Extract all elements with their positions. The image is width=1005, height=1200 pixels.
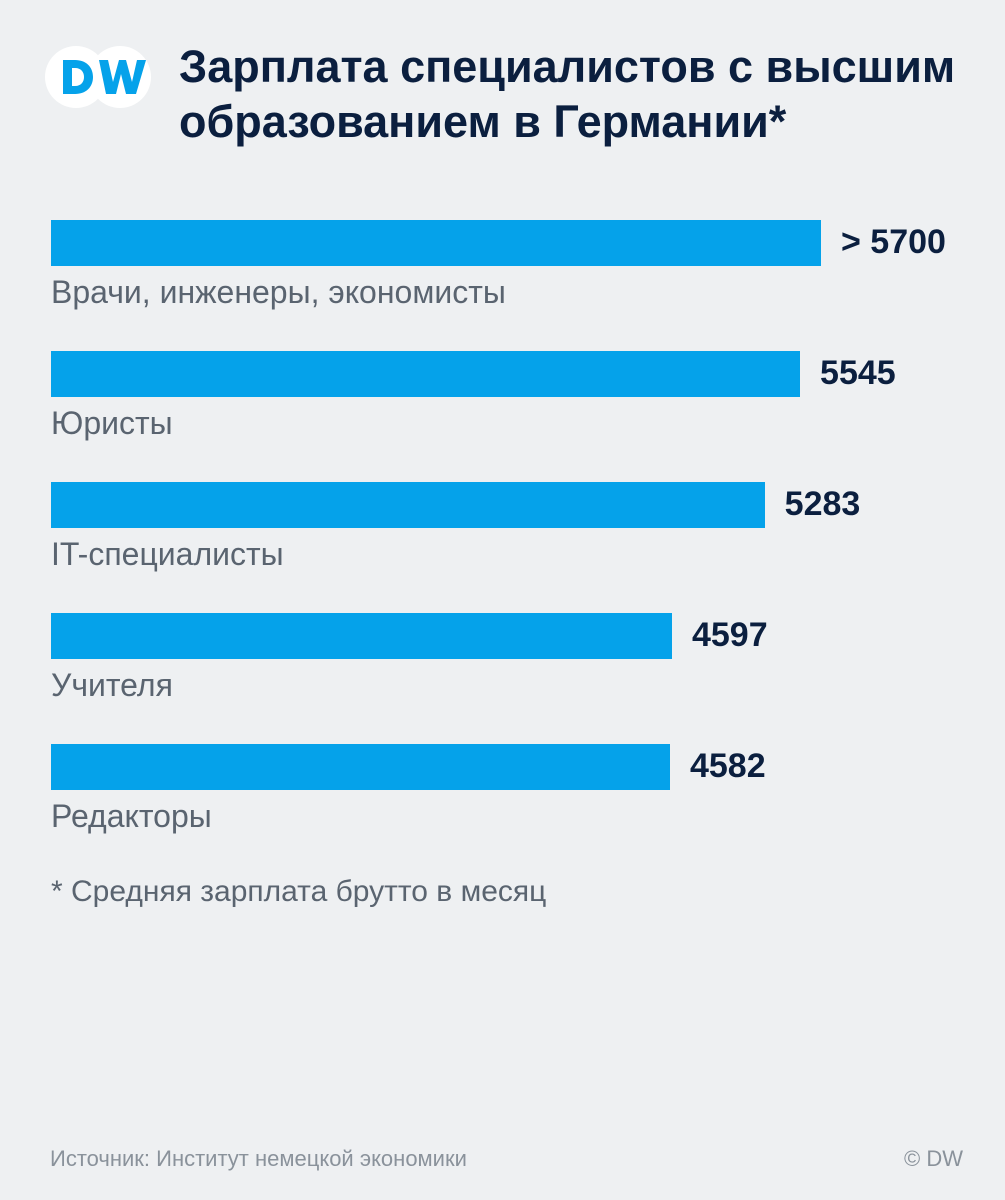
header: Зарплата специалистов с высшим образован…	[45, 40, 960, 150]
bar-value: 4582	[690, 747, 766, 786]
bar-line: 5283	[51, 482, 960, 528]
infographic-canvas: Зарплата специалистов с высшим образован…	[0, 0, 1005, 1200]
bar-chart: > 5700 Врачи, инженеры, экономисты 5545 Юри…	[45, 220, 960, 835]
bar-value: 5283	[785, 485, 861, 524]
chart-title: Зарплата специалистов с высшим образован…	[179, 40, 960, 150]
bar	[51, 220, 821, 266]
footer: Источник: Институт немецкой экономики © …	[50, 1146, 963, 1172]
bar-value: 4597	[692, 616, 768, 655]
bar-category-label: IT-специалисты	[51, 536, 960, 573]
bar-row: 5283 IT-специалисты	[51, 482, 960, 573]
bar-category-label: Врачи, инженеры, экономисты	[51, 274, 960, 311]
copyright-text: © DW	[904, 1146, 963, 1172]
bar-category-label: Учителя	[51, 667, 960, 704]
bar-value: > 5700	[841, 223, 946, 262]
bar-line: 4597	[51, 613, 960, 659]
bar-line: > 5700	[51, 220, 960, 266]
bar-line: 5545	[51, 351, 960, 397]
bar	[51, 744, 670, 790]
bar-row: 4582 Редакторы	[51, 744, 960, 835]
dw-logo-icon	[45, 46, 151, 108]
bar-category-label: Редакторы	[51, 798, 960, 835]
bar-category-label: Юристы	[51, 405, 960, 442]
footnote: * Средняя зарплата брутто в месяц	[45, 875, 960, 909]
bar	[51, 351, 800, 397]
bar	[51, 613, 672, 659]
bar-row: 4597 Учителя	[51, 613, 960, 704]
bar-value: 5545	[820, 354, 896, 393]
bar-row: > 5700 Врачи, инженеры, экономисты	[51, 220, 960, 311]
bar-row: 5545 Юристы	[51, 351, 960, 442]
bar	[51, 482, 765, 528]
source-text: Источник: Институт немецкой экономики	[50, 1146, 467, 1172]
bar-line: 4582	[51, 744, 960, 790]
